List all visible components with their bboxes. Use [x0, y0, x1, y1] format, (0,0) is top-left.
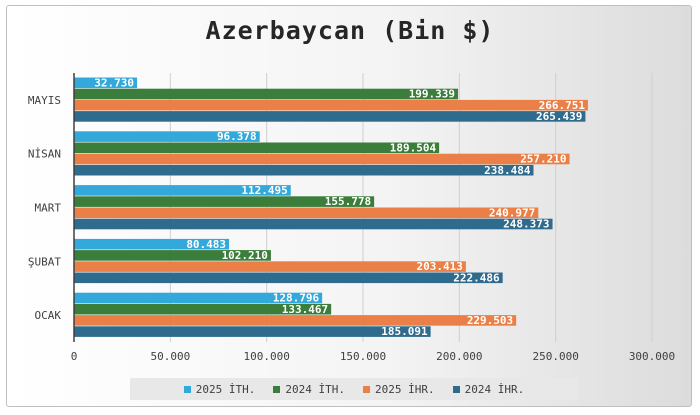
legend-item: 2024 İTH.	[273, 383, 345, 396]
x-tick-label: 150.000	[340, 350, 386, 363]
bar	[74, 250, 271, 261]
chart-legend: 2025 İTH. 2024 İTH. 2025 İHR. 2024 İHR.	[130, 378, 578, 400]
data-label: 229.503	[467, 314, 513, 327]
data-label: 248.373	[503, 218, 549, 231]
data-label: 80.483	[186, 238, 226, 251]
bar	[74, 77, 138, 89]
legend-swatch	[363, 385, 370, 393]
data-label: 257.210	[520, 153, 566, 166]
bar	[74, 261, 466, 272]
x-tick-label: 50.000	[150, 350, 190, 363]
data-label: 133.467	[282, 303, 328, 316]
bar	[74, 164, 534, 176]
bar	[74, 315, 517, 326]
data-label: 185.091	[381, 325, 428, 338]
x-tick-label: 200.000	[436, 350, 482, 363]
data-label: 203.413	[417, 260, 463, 273]
data-label: 222.486	[453, 271, 500, 284]
legend-item: 2025 İTH.	[183, 382, 256, 396]
legend-swatch	[452, 385, 460, 393]
legend-label: 2025 İHR.	[375, 382, 435, 396]
data-label: 199.339	[409, 88, 455, 101]
x-tick-label: 300.000	[629, 350, 675, 363]
category-label: ŞUBAT	[28, 255, 61, 268]
legend-label: 2025 İTH.	[195, 382, 256, 396]
category-label: MART	[35, 202, 62, 215]
bar	[74, 111, 586, 122]
bar	[74, 272, 503, 284]
bar	[74, 238, 230, 250]
legend-item: 2024 İHR.	[452, 382, 525, 396]
legend-label: 2024 İTH.	[285, 382, 345, 396]
data-label: 128.796	[273, 292, 320, 305]
data-label: 32.730	[94, 76, 134, 89]
data-label: 112.495	[241, 184, 287, 197]
data-label: 96.378	[217, 130, 257, 143]
x-tick-label: 100.000	[243, 350, 289, 363]
bar	[74, 153, 570, 165]
data-label: 266.751	[539, 99, 586, 112]
bar	[74, 196, 375, 207]
data-label: 155.778	[325, 195, 371, 208]
legend-label: 2024 İHR.	[464, 382, 525, 396]
data-label: 238.484	[484, 164, 531, 177]
bar	[74, 292, 323, 304]
category-label: OCAK	[35, 309, 62, 322]
data-label: 189.504	[390, 141, 437, 154]
bar	[74, 88, 459, 100]
bar	[74, 185, 291, 196]
category-label: MAYIS	[28, 94, 61, 107]
data-label: 240.977	[489, 206, 535, 219]
legend-item: 2025 İHR.	[363, 383, 435, 396]
x-tick-label: 250.000	[532, 350, 578, 363]
category-label: NİSAN	[28, 148, 61, 161]
data-label: 102.210	[222, 249, 268, 262]
bar	[74, 218, 553, 230]
bar	[74, 303, 332, 315]
bar	[74, 99, 588, 111]
bar	[74, 142, 440, 154]
bar	[74, 207, 539, 219]
chart-title: Azerbaycan (Bin $)	[205, 16, 495, 45]
data-label: 265.439	[536, 110, 582, 123]
bar	[74, 131, 260, 142]
legend-swatch	[273, 385, 281, 393]
x-tick-label: 0	[71, 350, 78, 363]
bar	[74, 326, 431, 337]
legend-swatch	[183, 385, 191, 393]
